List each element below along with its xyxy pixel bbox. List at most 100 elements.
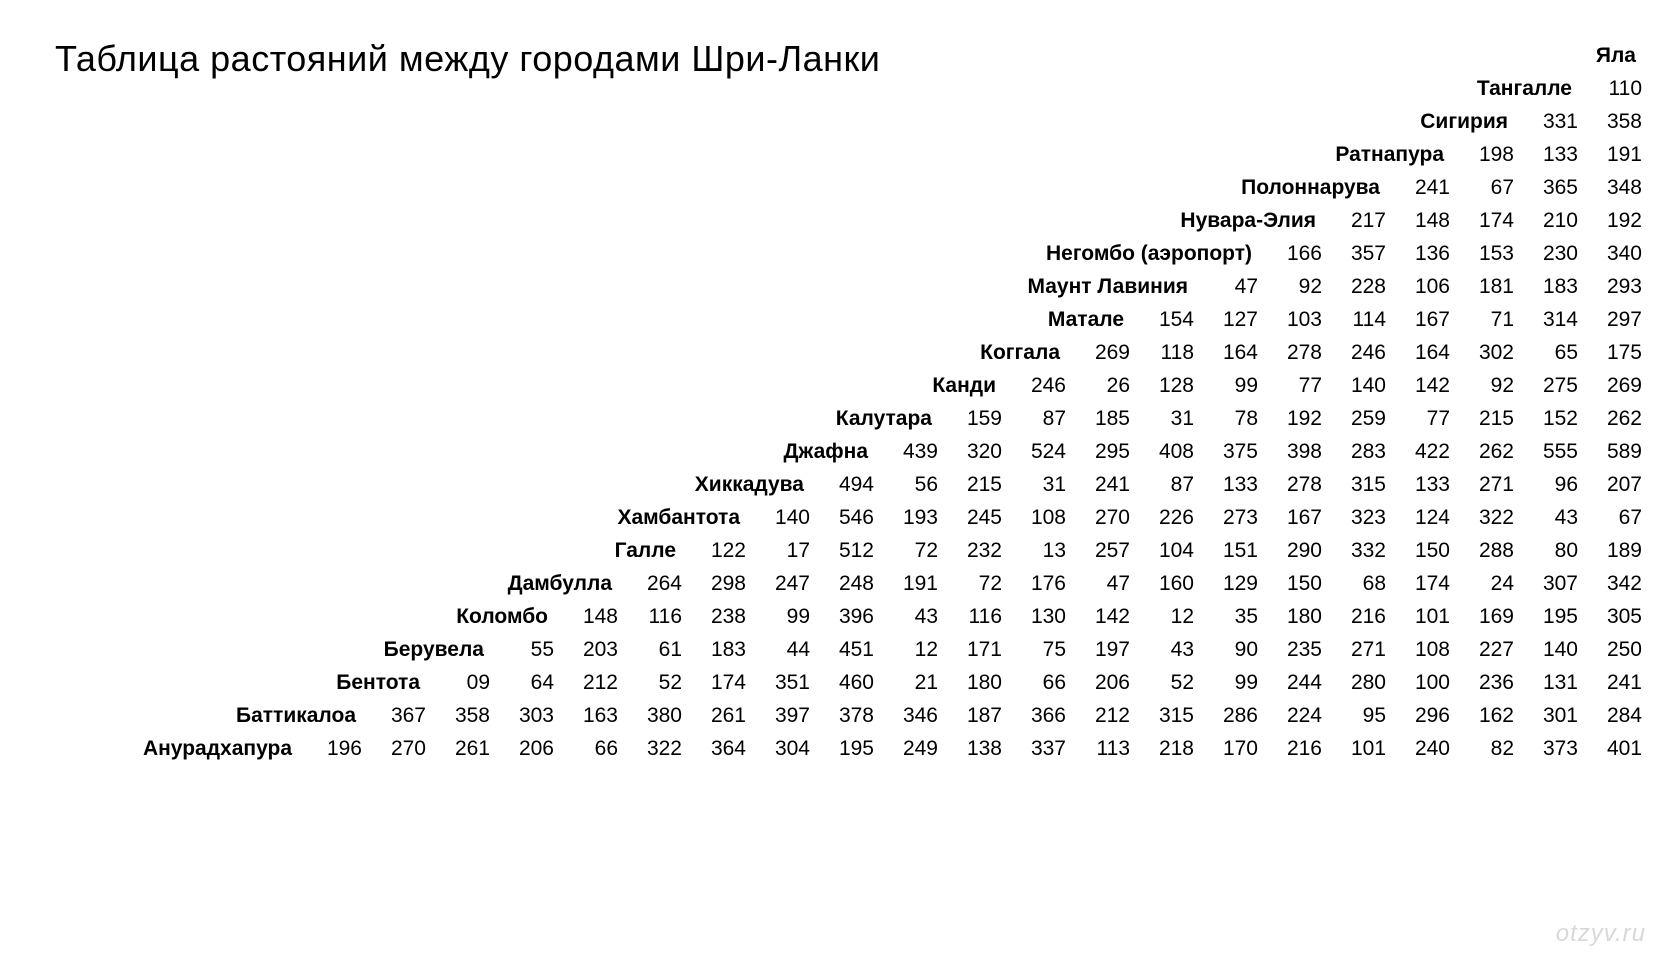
city-label: Негомбо (аэропорт): [1046, 242, 1264, 266]
city-label: Баттикалоа: [236, 704, 368, 728]
distance-cell: 259: [1328, 407, 1392, 431]
distance-cell: 104: [1136, 539, 1200, 563]
distance-cell: 358: [1584, 110, 1648, 134]
distance-cell: 216: [1328, 605, 1392, 629]
table-row: Тангалле110: [143, 77, 1648, 110]
table-row: Бентота096421252174351460211806620652992…: [143, 671, 1648, 704]
distance-cell: 303: [496, 704, 560, 728]
distance-cell: 183: [688, 638, 752, 662]
distance-cell: 196: [304, 737, 368, 761]
distance-cell: 216: [1264, 737, 1328, 761]
distance-cell: 217: [1328, 209, 1392, 233]
distance-cell: 72: [880, 539, 944, 563]
distance-cell: 192: [1584, 209, 1648, 233]
distance-cell: 298: [688, 572, 752, 596]
distance-cell: 142: [1392, 374, 1456, 398]
distance-cell: 167: [1392, 308, 1456, 332]
distance-cell: 589: [1584, 440, 1648, 464]
distance-cell: 56: [880, 473, 944, 497]
distance-cell: 67: [1456, 176, 1520, 200]
distance-cell: 175: [1584, 341, 1648, 365]
table-row: Полоннарува24167365348: [143, 176, 1648, 209]
distance-cell: 314: [1520, 308, 1584, 332]
distance-cell: 154: [1136, 308, 1200, 332]
table-row: Негомбо (аэропорт)166357136153230340: [143, 242, 1648, 275]
distance-cell: 236: [1456, 671, 1520, 695]
distance-cell: 262: [1456, 440, 1520, 464]
distance-cell: 136: [1392, 242, 1456, 266]
distance-cell: 108: [1392, 638, 1456, 662]
distance-cell: 238: [688, 605, 752, 629]
distance-cell: 203: [560, 638, 624, 662]
distance-cell: 451: [816, 638, 880, 662]
distance-cell: 35: [1200, 605, 1264, 629]
distance-cell: 17: [752, 539, 816, 563]
distance-cell: 122: [688, 539, 752, 563]
table-row: Сигирия331358: [143, 110, 1648, 143]
distance-cell: 193: [880, 506, 944, 530]
distance-cell: 264: [624, 572, 688, 596]
distance-cell: 275: [1520, 374, 1584, 398]
city-label: Хиккадува: [695, 473, 816, 497]
distance-cell: 555: [1520, 440, 1584, 464]
distance-cell: 227: [1456, 638, 1520, 662]
distance-matrix: ЯлаТангалле110Сигирия331358Ратнапура1981…: [143, 44, 1648, 770]
distance-cell: 207: [1584, 473, 1648, 497]
distance-cell: 113: [1072, 737, 1136, 761]
distance-cell: 133: [1520, 143, 1584, 167]
distance-cell: 130: [1008, 605, 1072, 629]
distance-cell: 262: [1584, 407, 1648, 431]
distance-cell: 524: [1008, 440, 1072, 464]
distance-cell: 140: [1520, 638, 1584, 662]
distance-cell: 342: [1584, 572, 1648, 596]
distance-cell: 288: [1456, 539, 1520, 563]
city-label: Калутара: [836, 407, 944, 431]
distance-cell: 67: [1584, 506, 1648, 530]
distance-cell: 351: [752, 671, 816, 695]
distance-cell: 142: [1072, 605, 1136, 629]
table-row: Баттикалоа367358303163380261397378346187…: [143, 704, 1648, 737]
distance-cell: 296: [1392, 704, 1456, 728]
distance-cell: 248: [816, 572, 880, 596]
city-label: Канди: [932, 374, 1008, 398]
distance-cell: 307: [1520, 572, 1584, 596]
table-row: Джафна4393205242954083753982834222625555…: [143, 440, 1648, 473]
distance-cell: 52: [1136, 671, 1200, 695]
distance-cell: 323: [1328, 506, 1392, 530]
distance-cell: 174: [1456, 209, 1520, 233]
distance-cell: 224: [1264, 704, 1328, 728]
distance-cell: 297: [1584, 308, 1648, 332]
distance-cell: 75: [1008, 638, 1072, 662]
distance-cell: 241: [1584, 671, 1648, 695]
distance-cell: 340: [1584, 242, 1648, 266]
distance-cell: 396: [816, 605, 880, 629]
distance-cell: 171: [944, 638, 1008, 662]
distance-cell: 176: [1008, 572, 1072, 596]
distance-cell: 101: [1392, 605, 1456, 629]
distance-cell: 151: [1200, 539, 1264, 563]
table-row: Коггала26911816427824616430265175: [143, 341, 1648, 374]
distance-cell: 364: [688, 737, 752, 761]
distance-cell: 212: [1072, 704, 1136, 728]
city-label: Яла: [1596, 44, 1648, 68]
distance-cell: 232: [944, 539, 1008, 563]
distance-cell: 101: [1328, 737, 1392, 761]
distance-cell: 366: [1008, 704, 1072, 728]
distance-cell: 240: [1392, 737, 1456, 761]
distance-cell: 100: [1392, 671, 1456, 695]
distance-cell: 106: [1392, 275, 1456, 299]
distance-cell: 78: [1200, 407, 1264, 431]
distance-cell: 212: [560, 671, 624, 695]
table-row: Нувара-Элия217148174210192: [143, 209, 1648, 242]
distance-cell: 148: [560, 605, 624, 629]
distance-cell: 72: [944, 572, 1008, 596]
distance-cell: 206: [1072, 671, 1136, 695]
distance-cell: 331: [1520, 110, 1584, 134]
distance-cell: 124: [1392, 506, 1456, 530]
distance-cell: 337: [1008, 737, 1072, 761]
distance-cell: 367: [368, 704, 432, 728]
distance-cell: 271: [1456, 473, 1520, 497]
distance-cell: 12: [880, 638, 944, 662]
city-label: Дамбулла: [508, 572, 624, 596]
watermark-text: otzyv.ru: [1556, 920, 1646, 948]
